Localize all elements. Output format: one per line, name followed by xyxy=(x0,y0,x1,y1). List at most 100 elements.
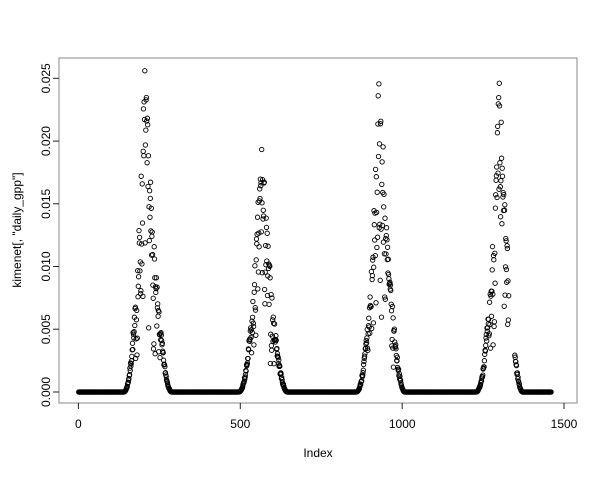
data-point xyxy=(140,293,146,300)
data-point xyxy=(143,94,150,101)
data-point xyxy=(503,238,509,244)
data-point xyxy=(150,346,157,352)
data-point xyxy=(256,244,262,250)
data-point xyxy=(383,225,390,231)
data-point xyxy=(147,195,153,202)
data-point xyxy=(143,127,149,133)
data-point xyxy=(144,115,151,121)
data-point xyxy=(149,229,155,235)
data-point xyxy=(132,304,139,310)
data-point xyxy=(252,304,258,311)
data-point xyxy=(130,331,137,337)
data-point xyxy=(133,336,139,342)
data-point xyxy=(391,326,398,332)
data-point xyxy=(481,364,487,370)
data-point xyxy=(242,374,248,380)
data-point xyxy=(146,188,153,194)
y-tick-label: 0.015 xyxy=(39,188,53,218)
data-point xyxy=(374,244,380,251)
data-point xyxy=(263,215,269,221)
x-axis-title: Index xyxy=(303,446,333,460)
data-point xyxy=(491,257,497,263)
data-point xyxy=(269,333,276,339)
data-point xyxy=(497,160,503,166)
data-point xyxy=(259,270,265,276)
data-point xyxy=(388,287,394,294)
data-point xyxy=(362,351,368,357)
data-point xyxy=(139,220,146,226)
data-point xyxy=(277,363,283,369)
data-point xyxy=(138,173,144,179)
data-point xyxy=(379,181,385,188)
data-point xyxy=(385,271,392,278)
data-point xyxy=(495,123,501,130)
data-point xyxy=(268,342,275,349)
data-point xyxy=(144,118,150,124)
data-point xyxy=(391,328,397,334)
data-point xyxy=(259,146,265,153)
data-point xyxy=(494,164,500,170)
data-point xyxy=(254,241,260,247)
data-point xyxy=(496,186,502,192)
data-point xyxy=(364,345,371,351)
data-point xyxy=(155,313,161,319)
data-point xyxy=(149,233,155,239)
data-point xyxy=(251,281,258,288)
data-point xyxy=(360,370,366,376)
data-point xyxy=(485,316,492,323)
data-point xyxy=(388,308,395,314)
data-point xyxy=(385,256,391,262)
data-point xyxy=(148,228,154,234)
data-point xyxy=(371,222,377,228)
data-point xyxy=(502,292,508,298)
data-point xyxy=(375,93,381,99)
data-point xyxy=(248,350,255,356)
data-point xyxy=(502,264,509,270)
data-point xyxy=(483,342,489,349)
data-point xyxy=(243,368,249,374)
data-point xyxy=(394,358,400,364)
data-point xyxy=(373,300,379,306)
data-point xyxy=(489,243,496,250)
data-point xyxy=(276,357,282,363)
data-point xyxy=(392,339,398,345)
data-point xyxy=(387,282,394,288)
data-point xyxy=(363,337,369,344)
data-point xyxy=(390,315,396,321)
data-point xyxy=(373,209,380,216)
data-point xyxy=(136,234,143,241)
data-point xyxy=(246,347,252,353)
data-point xyxy=(144,160,150,166)
data-point xyxy=(486,331,492,337)
data-point xyxy=(145,183,151,190)
x-tick-label: 500 xyxy=(230,417,250,431)
data-point xyxy=(481,358,488,364)
data-point xyxy=(251,342,257,348)
data-point xyxy=(261,179,267,185)
data-point xyxy=(499,173,506,179)
data-point xyxy=(272,336,279,343)
data-point xyxy=(496,103,503,109)
data-point xyxy=(384,244,391,250)
data-point xyxy=(271,321,278,327)
data-point xyxy=(504,245,511,252)
data-point xyxy=(158,332,164,338)
data-point xyxy=(253,236,260,242)
data-point xyxy=(155,301,161,307)
data-point xyxy=(162,370,169,376)
data-point xyxy=(377,121,384,127)
data-point xyxy=(394,354,400,360)
data-point xyxy=(375,121,381,127)
data-point xyxy=(378,314,385,320)
data-point xyxy=(151,341,157,347)
plot-border xyxy=(58,57,578,404)
data-point xyxy=(133,355,139,362)
data-point xyxy=(383,251,389,257)
data-point xyxy=(140,148,146,154)
data-point xyxy=(136,227,142,234)
x-tick-label: 1500 xyxy=(551,417,578,431)
data-point xyxy=(513,362,520,369)
data-point xyxy=(145,153,152,159)
data-point xyxy=(504,279,510,285)
